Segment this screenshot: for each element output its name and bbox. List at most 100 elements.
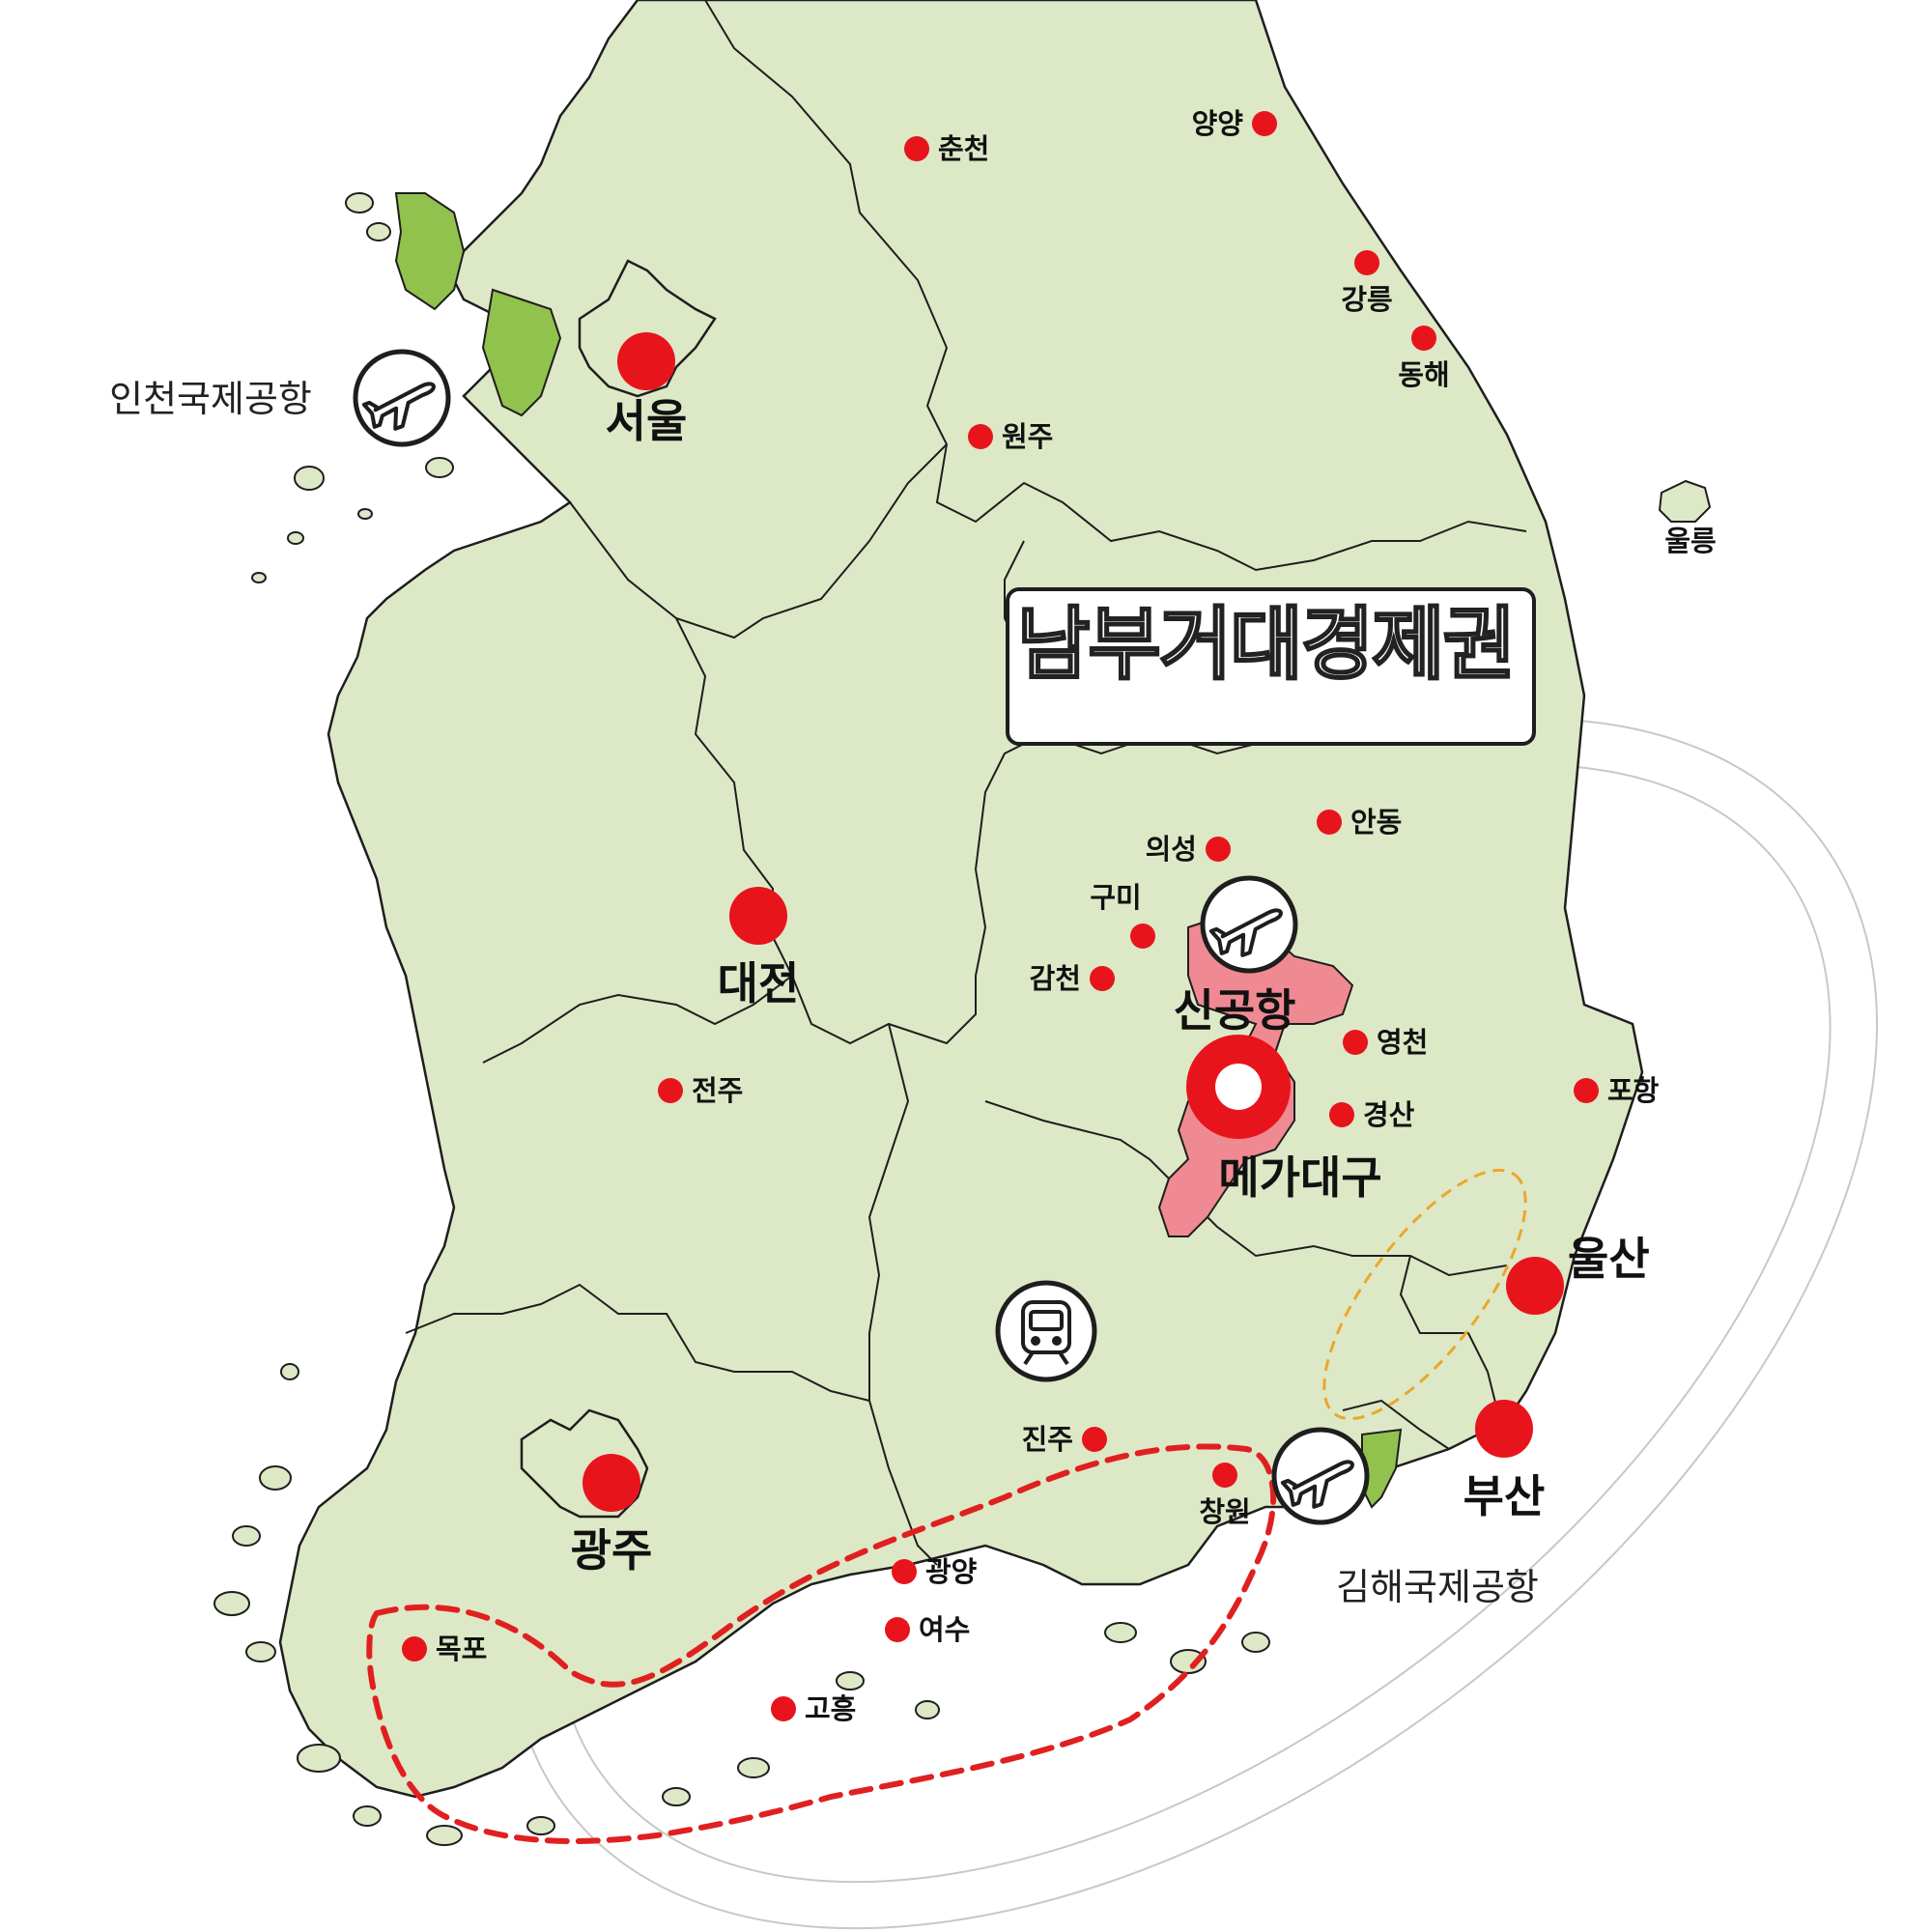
island [245, 1641, 276, 1662]
island [425, 457, 454, 478]
city-dot-large [729, 887, 787, 945]
train-leg-left [1023, 1350, 1035, 1366]
city-small: 경산 [1329, 1098, 1415, 1131]
island [297, 1744, 341, 1773]
city-major: 울산 [1506, 1233, 1650, 1315]
city-small: 목포 [402, 1633, 487, 1665]
airplane-shape [1208, 908, 1283, 957]
city-dot [658, 1078, 683, 1103]
city-small: 진주 [1022, 1423, 1107, 1456]
island [1241, 1632, 1270, 1653]
island [526, 1816, 555, 1835]
city-label-large: 서울 [606, 395, 688, 447]
island [366, 222, 391, 242]
airport: 인천국제공항 [109, 349, 451, 447]
city-dot [1206, 837, 1231, 862]
city-label: 광양 [925, 1555, 978, 1588]
city-small: 감천 [1030, 962, 1115, 995]
city-small: 강릉 [1341, 250, 1393, 316]
island [345, 192, 374, 213]
city-small: 전주 [658, 1074, 743, 1107]
island [353, 1805, 382, 1827]
city-small: 춘천 [904, 132, 989, 165]
city-small: 포항 [1574, 1074, 1660, 1107]
city-label: 원주 [1002, 420, 1053, 453]
city-dot [1090, 966, 1115, 991]
city-label-large: 광주 [571, 1524, 653, 1577]
border-chungnam-jeonbuk [482, 975, 793, 1064]
title-box-frame [1006, 587, 1536, 746]
city-label: 고흥 [805, 1692, 856, 1725]
city-major: 부산 [1463, 1400, 1546, 1522]
incheon-green-area [394, 192, 466, 311]
train-body [1021, 1300, 1071, 1354]
city-label-large: 부산 [1463, 1470, 1546, 1522]
border-busan [1342, 1399, 1450, 1450]
city-label: 감천 [1030, 962, 1081, 995]
island [836, 1671, 865, 1690]
airport-label: 인천국제공항 [109, 378, 312, 420]
gimpo-green-area [481, 288, 562, 417]
border-jeonbuk-jeonnam [405, 1283, 938, 1566]
border-gyeongnam-ulsan [1399, 1255, 1498, 1411]
city-dot [1252, 111, 1277, 136]
city-dot [1317, 810, 1342, 835]
airplane-shape [1280, 1460, 1354, 1509]
airplane-icon [1208, 908, 1283, 957]
city-small: 여수 [885, 1613, 970, 1646]
ulleung-island [1658, 479, 1712, 523]
city-label: 춘천 [938, 132, 989, 165]
city-label: 포항 [1607, 1074, 1660, 1107]
city-label: 구미 [1090, 881, 1141, 914]
rail-marker [995, 1280, 1097, 1382]
mega-city-core [1215, 1064, 1262, 1110]
city-label: 진주 [1022, 1423, 1073, 1456]
airport-label: 김해국제공항 [1336, 1566, 1539, 1608]
southern-coastal-route [366, 1443, 1277, 1844]
city-label: 창원 [1199, 1495, 1250, 1528]
city-small: 양양 [1192, 107, 1277, 140]
city-dot [1354, 250, 1379, 275]
city-dot [1212, 1463, 1237, 1488]
city-small: 안동 [1317, 806, 1402, 838]
city-major: 광주 [571, 1454, 653, 1577]
city-dot [402, 1636, 427, 1662]
island [1170, 1649, 1207, 1674]
map-title: 남부거대경제권 [1017, 599, 1514, 691]
city-label: 영천 [1377, 1026, 1428, 1059]
city-small: 고흥 [771, 1692, 856, 1725]
city-dot [904, 136, 929, 161]
city-small: 의성 [1146, 833, 1231, 866]
city-label-large: 대전 [718, 957, 800, 1009]
train-icon [1021, 1300, 1071, 1366]
train-leg-right [1058, 1350, 1069, 1366]
border-gyeonggi-chungcheong [569, 443, 948, 639]
train-light-left [1031, 1336, 1040, 1346]
city-label: 목포 [436, 1633, 487, 1665]
city-label: 양양 [1192, 107, 1244, 140]
island [294, 466, 325, 491]
city-dot [1343, 1030, 1368, 1055]
title-box: 남부거대경제권 [1006, 587, 1536, 746]
airplane-shape [361, 382, 436, 431]
city-dot [892, 1559, 917, 1584]
city-dot [1411, 326, 1436, 351]
island [357, 508, 373, 520]
city-label: 전주 [692, 1074, 743, 1107]
city-label: 안동 [1350, 806, 1402, 838]
city-label-large: 울산 [1568, 1233, 1650, 1285]
island [280, 1363, 299, 1380]
train-light-right [1052, 1336, 1062, 1346]
city-dot [771, 1696, 796, 1721]
city-dot [1082, 1427, 1107, 1452]
island [287, 531, 304, 545]
ulsan-busan-link [1322, 1168, 1527, 1421]
city-dot-large [617, 332, 675, 390]
city-small: 구미 [1090, 881, 1155, 949]
island [662, 1787, 691, 1806]
city-small: 울릉 [1664, 525, 1716, 557]
